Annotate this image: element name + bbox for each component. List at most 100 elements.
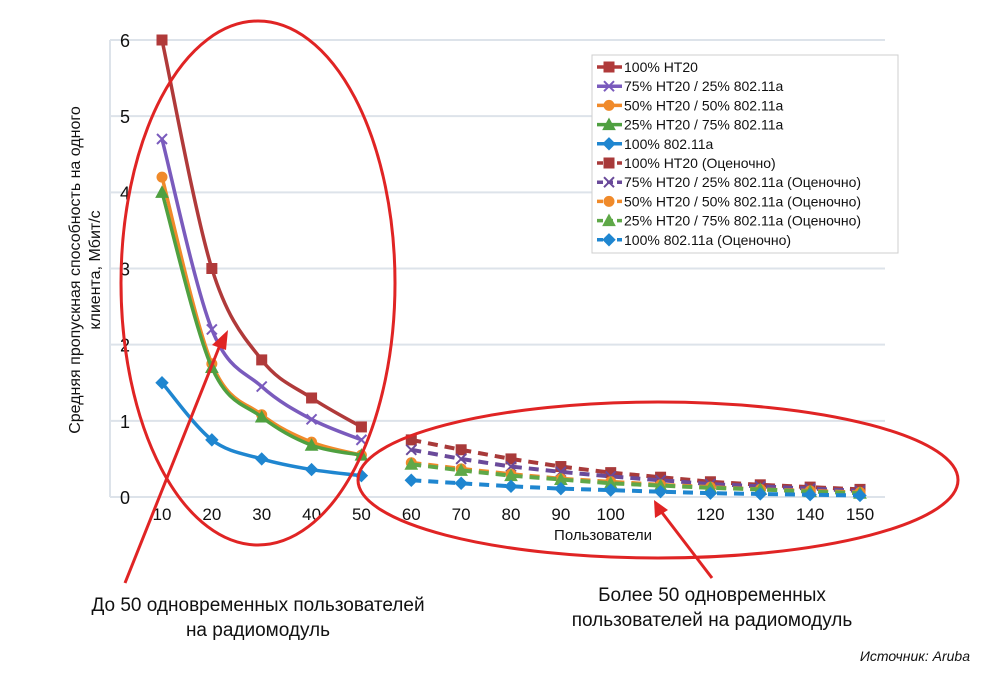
y-tick-label: 4 bbox=[120, 183, 130, 203]
data-point bbox=[254, 409, 269, 423]
annotation-right-line2: пользователей на радиомодуль bbox=[572, 610, 853, 631]
data-point bbox=[306, 392, 318, 404]
legend-entry: 25% HT20 / 75% 802.11a (Оценочно) bbox=[624, 213, 861, 229]
series-2 bbox=[156, 133, 368, 446]
x-tick-label: 120 bbox=[696, 505, 724, 524]
annotation-right-line1: Более 50 одновременных bbox=[598, 585, 826, 606]
data-point bbox=[304, 462, 319, 477]
data-point bbox=[753, 487, 767, 501]
grid bbox=[109, 39, 885, 498]
data-point bbox=[604, 483, 618, 497]
x-tick-label: 100 bbox=[597, 505, 625, 524]
x-tick-label: 150 bbox=[846, 505, 874, 524]
legend-marker bbox=[602, 117, 616, 131]
annotations bbox=[119, 19, 960, 584]
series-4 bbox=[155, 185, 369, 461]
data-point bbox=[653, 484, 668, 499]
legend-marker bbox=[603, 99, 615, 111]
x-tick-label: 20 bbox=[202, 505, 221, 524]
series-line bbox=[160, 176, 362, 457]
data-point bbox=[505, 453, 517, 465]
arrowhead-right bbox=[654, 500, 668, 518]
data-point bbox=[703, 486, 718, 500]
legend-marker bbox=[602, 233, 616, 247]
y-tick-label: 6 bbox=[120, 31, 130, 51]
y-tick-label: 5 bbox=[120, 107, 130, 127]
data-point bbox=[206, 323, 218, 336]
data-point bbox=[156, 34, 168, 46]
legend-entry: 75% HT20 / 25% 802.11a (Оценочно) bbox=[624, 174, 861, 190]
x-tick-label: 70 bbox=[452, 505, 471, 524]
series-1 bbox=[156, 34, 367, 433]
data-point bbox=[454, 476, 468, 490]
x-axis-label: Пользователи bbox=[554, 527, 652, 544]
data-point bbox=[803, 488, 817, 502]
x-tick-label: 80 bbox=[502, 505, 521, 524]
y-tick-label: 1 bbox=[120, 412, 130, 432]
legend: 100% HT20 75% HT20 / 25% 802.11a 50% HT20 … bbox=[591, 54, 899, 254]
data-point bbox=[555, 461, 567, 473]
annotation-left-line1: До 50 одновременных пользователей bbox=[91, 595, 424, 616]
series-10 bbox=[404, 473, 867, 503]
legend-entry: 25% HT20 / 75% 802.11a bbox=[624, 117, 784, 133]
annotation-left-line2: на радиомодуль bbox=[186, 620, 330, 641]
data-point bbox=[454, 463, 468, 476]
data-point bbox=[155, 185, 169, 198]
legend-entry: 100% HT20 bbox=[624, 59, 698, 75]
x-tick-label: 60 bbox=[402, 505, 421, 524]
arrow-right bbox=[658, 509, 714, 579]
legend-marker bbox=[602, 213, 616, 227]
legend-marker bbox=[603, 157, 615, 169]
data-point bbox=[205, 433, 219, 447]
highlight-ellipse-right bbox=[356, 400, 960, 560]
legend-marker bbox=[603, 80, 615, 92]
data-point bbox=[156, 171, 168, 183]
data-point bbox=[256, 380, 268, 393]
series-7 bbox=[405, 444, 866, 497]
legend-box bbox=[591, 54, 899, 254]
series-line bbox=[411, 478, 861, 498]
legend-entry: 100% 802.11a (Оценочно) bbox=[624, 232, 791, 248]
x-tick-label: 50 bbox=[352, 505, 371, 524]
legend-entry: 50% HT20 / 50% 802.11a (Оценочно) bbox=[624, 193, 861, 209]
series-5 bbox=[155, 376, 369, 483]
x-axis-ticks: 10 20 30 40 50 60 70 80 90 100 120 130 140 150 bbox=[153, 505, 875, 524]
x-tick-label: 140 bbox=[796, 505, 824, 524]
data-point bbox=[156, 133, 168, 145]
x-tick-label: 130 bbox=[746, 505, 774, 524]
source-note: Источник: Aruba bbox=[860, 648, 970, 664]
data-point bbox=[255, 452, 269, 466]
x-tick-label: 40 bbox=[302, 505, 321, 524]
data-point bbox=[455, 444, 467, 456]
y-axis-label-line2: клиента, Мбит/с bbox=[87, 210, 104, 329]
legend-entry: 75% HT20 / 25% 802.11a bbox=[624, 78, 784, 94]
arrowhead-left bbox=[212, 330, 228, 350]
data-point bbox=[455, 453, 467, 465]
series-line bbox=[160, 39, 363, 429]
series-line bbox=[411, 462, 861, 496]
y-axis-label-line1: Средняя пропускная способность на одного bbox=[67, 106, 84, 434]
data-point bbox=[554, 481, 568, 496]
data-point bbox=[206, 263, 218, 274]
data-point bbox=[155, 376, 169, 390]
data-point bbox=[304, 438, 319, 451]
data-point bbox=[256, 354, 268, 366]
y-tick-label: 0 bbox=[120, 488, 130, 508]
legend-entry: 100% HT20 (Оценочно) bbox=[624, 155, 776, 171]
data-point bbox=[504, 479, 518, 494]
series-line bbox=[160, 138, 363, 442]
x-tick-label: 10 bbox=[153, 505, 172, 524]
y-tick-label: 3 bbox=[120, 260, 130, 280]
legend-marker bbox=[602, 137, 616, 151]
data-point bbox=[305, 413, 318, 426]
legend-marker bbox=[603, 195, 615, 207]
data-point bbox=[355, 421, 367, 433]
legend-marker bbox=[603, 176, 615, 188]
arrow-left bbox=[123, 339, 224, 584]
series-line bbox=[410, 447, 861, 493]
x-tick-label: 30 bbox=[252, 505, 271, 524]
x-tick-label: 90 bbox=[551, 505, 570, 524]
data-point bbox=[853, 488, 867, 503]
data-point bbox=[404, 473, 418, 487]
